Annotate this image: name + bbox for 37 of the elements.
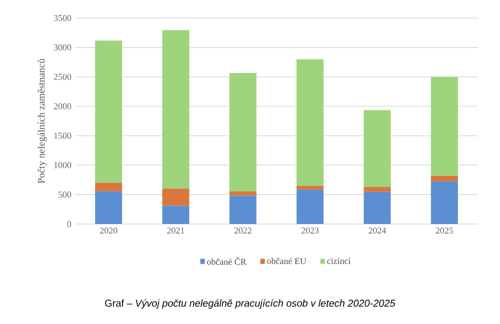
legend-label: cizinci [327, 258, 351, 264]
x-tick-label: 2020 [100, 228, 118, 234]
y-tick-label: 2000 [54, 103, 72, 110]
y-tick-label: 2500 [54, 74, 72, 80]
bar [229, 196, 256, 224]
bar [296, 186, 324, 190]
y-tick-label: 3500 [54, 14, 72, 22]
bar [162, 188, 190, 206]
bar [296, 59, 324, 186]
bar [162, 206, 190, 224]
x-tick-label: 2024 [368, 228, 386, 234]
bar [430, 181, 458, 224]
x-tick-label: 2021 [167, 228, 184, 234]
y-tick-label: 1000 [54, 162, 72, 168]
y-tick-label: 1500 [54, 132, 72, 139]
bar [430, 76, 458, 176]
bar [95, 182, 122, 192]
x-tick-label: 2022 [234, 228, 252, 234]
bar [229, 191, 256, 196]
bar [364, 186, 391, 192]
bar [162, 30, 190, 189]
y-tick-label: 500 [58, 192, 72, 198]
y-tick-label: 3000 [54, 44, 72, 50]
bar [430, 176, 458, 182]
bar [229, 73, 256, 192]
bar [95, 191, 122, 224]
y-tick-label: 0 [67, 220, 72, 228]
legend-label: občané ČR [207, 257, 246, 265]
y-axis-title: Počty nelegálních zaměstnanců [37, 58, 47, 184]
bar [95, 40, 122, 183]
bar [364, 110, 391, 187]
bar [296, 190, 324, 224]
legend-label: občané EU [267, 258, 306, 264]
bar [364, 192, 391, 224]
x-tick-label: 2023 [302, 228, 319, 234]
x-tick-label: 2025 [436, 228, 454, 234]
text: Graf – Vývoj počtu nelegálně pracujících osob v letech 2020-2025 [105, 299, 396, 309]
